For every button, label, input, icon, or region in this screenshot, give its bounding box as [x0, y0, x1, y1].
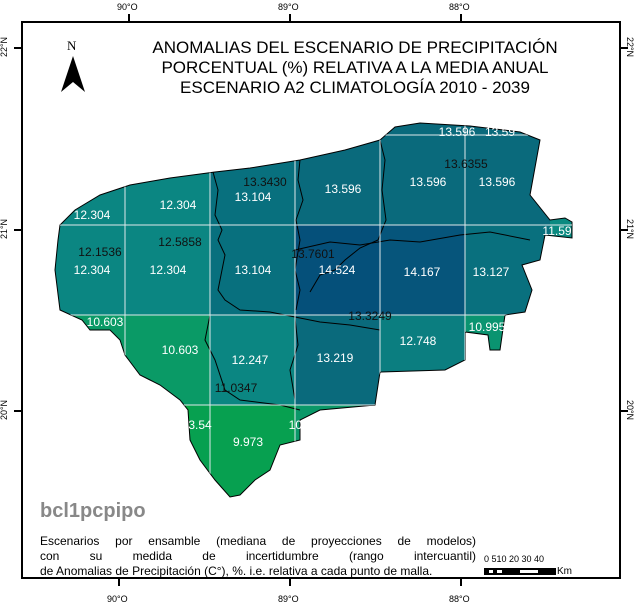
tick-mark	[14, 47, 21, 49]
scale-bar-graphic	[484, 568, 556, 575]
latitude-label: 20°N	[0, 399, 10, 421]
region-mean-label: 13.3430	[243, 175, 287, 189]
cell-value-label: 13.596	[439, 125, 476, 139]
grid-cell	[55, 225, 125, 315]
grid-cell	[210, 315, 295, 405]
region-mean-label: 12.5858	[158, 235, 202, 249]
title-line: ESCENARIO A2 CLIMATOLOGÍA 2010 - 2039	[180, 78, 530, 97]
tick-mark	[14, 229, 21, 231]
border-line	[294, 159, 304, 311]
tick-mark	[621, 229, 628, 231]
tick-mark	[460, 14, 462, 21]
scale-bar: 0 510 20 30 40 Km	[484, 554, 572, 577]
grid-cell	[295, 315, 380, 405]
border-line	[289, 317, 299, 401]
grid-cell	[125, 225, 210, 315]
description-line: de Anomalias de Precipitación (C°), %. i…	[40, 564, 433, 578]
product-code: bcl1pcpipo	[40, 500, 146, 522]
state-borders	[54, 122, 573, 498]
longitude-label: 89°O	[278, 594, 299, 604]
cell-value-label: 13.596	[325, 182, 362, 196]
cell-labels: 13.596 13.59 12.304 12.304 13.104 13.596 13.59…	[74, 125, 572, 449]
longitude-label: 89°O	[278, 2, 299, 12]
cell-value-label: 13.127	[473, 265, 510, 279]
cell-value-label: 13.59	[485, 125, 515, 139]
map-title: ANOMALIAS DEL ESCENARIO DE PRECIPITACIÓN…	[120, 38, 590, 98]
tick-mark	[621, 47, 628, 49]
grid-cell	[380, 135, 465, 225]
cell-value-label: 13.104	[235, 263, 272, 277]
tick-mark	[289, 579, 291, 586]
border-line	[294, 231, 531, 251]
longitude-label: 88°O	[449, 594, 470, 604]
tick-mark	[621, 410, 628, 412]
region-mean-label: 13.3249	[348, 309, 392, 323]
cell-value-label: 14.524	[319, 263, 356, 277]
longitude-label: 90°O	[107, 594, 128, 604]
tick-mark	[14, 410, 21, 412]
cell-value-label: 13.104	[235, 190, 272, 204]
grid-cell	[210, 225, 295, 315]
border-line	[212, 171, 381, 331]
latitude-label: 21°N	[625, 218, 636, 240]
map-frame	[21, 21, 621, 579]
cell-value-label: 3.54	[188, 418, 212, 432]
north-label: N	[67, 38, 77, 53]
region-mean-label: 13.6355	[444, 157, 488, 171]
longitude-label: 90°O	[117, 2, 138, 12]
cell-value-label: 11.59	[542, 224, 571, 238]
scale-unit: Km	[557, 566, 572, 577]
tick-mark	[128, 14, 130, 21]
longitude-label: 88°O	[449, 2, 470, 12]
cell-value-label: 13.596	[479, 175, 516, 189]
region-mean-label: 13.7601	[291, 247, 335, 261]
cell-value-label: 12.247	[232, 353, 269, 367]
cell-value-label: 13.219	[317, 351, 354, 365]
cell-value-label: 12.304	[160, 198, 197, 212]
cell-value-label: 9.973	[233, 435, 263, 449]
north-arrow: N	[58, 38, 88, 98]
cell-value-label: 12.304	[150, 263, 187, 277]
latitude-label: 20°N	[625, 399, 636, 421]
description-line: con su medida de incertidumbre (rango in…	[40, 549, 476, 563]
description-line: Escenarios por ensamble (mediana de proy…	[40, 534, 476, 548]
cell-value-label: 14.167	[404, 265, 441, 279]
scale-numbers: 0 510 20 30 40	[484, 554, 545, 564]
latitude-label: 22°N	[625, 36, 636, 58]
grid-cell	[295, 225, 380, 315]
cell-value-label: 12.304	[74, 208, 111, 222]
region-mean-label: 11.0347	[215, 381, 258, 395]
cell-value-label: 10.603	[87, 315, 124, 329]
cell-value-label: 10.359	[289, 418, 326, 432]
tick-mark	[289, 14, 291, 21]
title-line: PORCENTUAL (%) RELATIVA A LA MEDIA ANUAL	[161, 58, 549, 77]
latitude-label: 22°N	[0, 36, 10, 58]
tick-mark	[118, 579, 120, 586]
cell-value-label: 10.995	[469, 320, 506, 334]
cell-value-label: 12.304	[74, 263, 111, 277]
region-mean-labels: 13.3430 12.1536 12.5858 13.7601 13.6355 13.32…	[78, 157, 488, 395]
latitude-label: 21°N	[0, 218, 10, 240]
description: Escenarios por ensamble (mediana de proy…	[40, 534, 476, 579]
title-line: ANOMALIAS DEL ESCENARIO DE PRECIPITACIÓN	[152, 38, 558, 57]
tick-mark	[460, 579, 462, 586]
north-arrow-icon	[61, 56, 85, 92]
cell-value-label: 13.596	[410, 175, 447, 189]
region-mean-label: 12.1536	[78, 245, 122, 259]
cell-value-label: 10.603	[162, 343, 199, 357]
cell-value-label: 12.748	[400, 334, 437, 348]
